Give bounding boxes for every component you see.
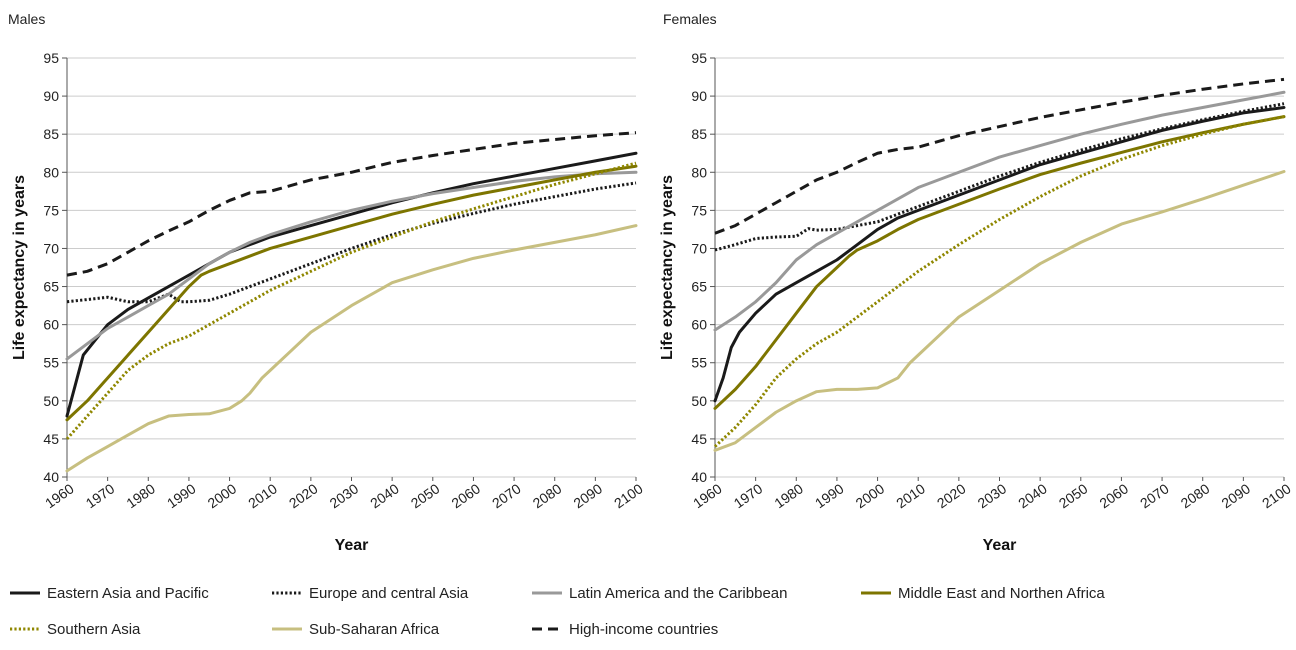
x-tick-label: 1970 [731,480,766,511]
y-tick-label: 90 [43,88,59,104]
y-tick-label: 70 [691,240,707,256]
legend-label: Latin America and the Caribbean [569,585,787,602]
y-tick-label: 45 [691,431,707,447]
legend-label: Sub-Saharan Africa [309,621,440,638]
legend-label: Southern Asia [47,621,141,638]
series-line-3 [65,164,638,422]
x-axis-title: Year [335,537,369,554]
y-tick-label: 50 [43,393,59,409]
series-line-0 [65,151,638,418]
y-axis-title: Life expectancy in years [659,175,676,360]
y-tick-label: 60 [691,317,707,333]
y-tick-label: 50 [691,393,707,409]
y-tick-label: 80 [43,164,59,180]
x-tick-label: 2020 [286,480,321,511]
y-tick-label: 85 [691,126,707,142]
y-tick-label: 70 [43,240,59,256]
x-tick-label: 2030 [975,480,1010,511]
x-tick-label: 2050 [1056,480,1091,511]
y-tick-label: 85 [43,126,59,142]
x-tick-label: 2060 [448,480,483,511]
x-tick-label: 2080 [1178,480,1213,511]
legend: Eastern Asia and Pacific Europe and centr… [10,585,1105,638]
y-tick-label: 45 [43,431,59,447]
y-axis-title: Life expectancy in years [11,175,28,360]
x-tick-label: 2000 [205,480,240,511]
legend-label: Eastern Asia and Pacific [47,585,209,602]
x-tick-label: 2060 [1096,480,1131,511]
y-tick-label: 90 [691,88,707,104]
y-tick-label: 80 [691,164,707,180]
series-line-5 [713,170,1286,452]
x-tick-label: 2070 [1137,480,1172,511]
x-tick-label: 2010 [893,480,928,511]
x-tick-label: 2040 [367,480,402,511]
y-tick-label: 95 [43,50,59,66]
series-line-5 [65,224,638,473]
x-tick-label: 2030 [327,480,362,511]
panel-title: Males [8,11,45,27]
x-tick-label: 2100 [611,480,646,511]
panel-title: Females [663,11,717,27]
series-line-1 [66,181,637,304]
series-line-4 [713,115,1285,448]
x-tick-label: 2050 [408,480,443,511]
x-tick-label: 2020 [934,480,969,511]
x-tick-label: 1970 [83,480,118,511]
x-tick-label: 2090 [570,480,605,511]
y-tick-label: 55 [691,355,707,371]
y-tick-label: 40 [43,469,59,485]
legend-label: Middle East and Northen Africa [898,585,1105,602]
series-line-0 [713,106,1286,403]
series-line-3 [713,115,1286,410]
y-tick-label: 65 [691,279,707,295]
x-tick-label: 2090 [1218,480,1253,511]
series-line-4 [65,161,637,440]
y-tick-label: 95 [691,50,707,66]
x-tick-label: 2000 [853,480,888,511]
series-line-2 [65,170,638,361]
y-tick-label: 55 [43,355,59,371]
y-tick-label: 75 [43,202,59,218]
y-tick-label: 60 [43,317,59,333]
x-tick-label: 2070 [489,480,524,511]
x-tick-label: 2080 [530,480,565,511]
series-line-6 [714,77,1285,235]
legend-label: High-income countries [569,621,718,638]
x-tick-label: 2040 [1015,480,1050,511]
y-tick-label: 65 [43,279,59,295]
x-tick-label: 1980 [123,480,158,511]
series-line-6 [66,131,637,277]
y-tick-label: 40 [691,469,707,485]
x-tick-label: 2100 [1259,480,1294,511]
x-tick-label: 2010 [245,480,280,511]
x-tick-label: 1990 [164,480,199,511]
y-tick-label: 75 [691,202,707,218]
legend-label: Europe and central Asia [309,585,469,602]
x-tick-label: 1990 [812,480,847,511]
series-line-2 [713,90,1286,332]
x-tick-label: 1980 [771,480,806,511]
x-axis-title: Year [983,537,1017,554]
